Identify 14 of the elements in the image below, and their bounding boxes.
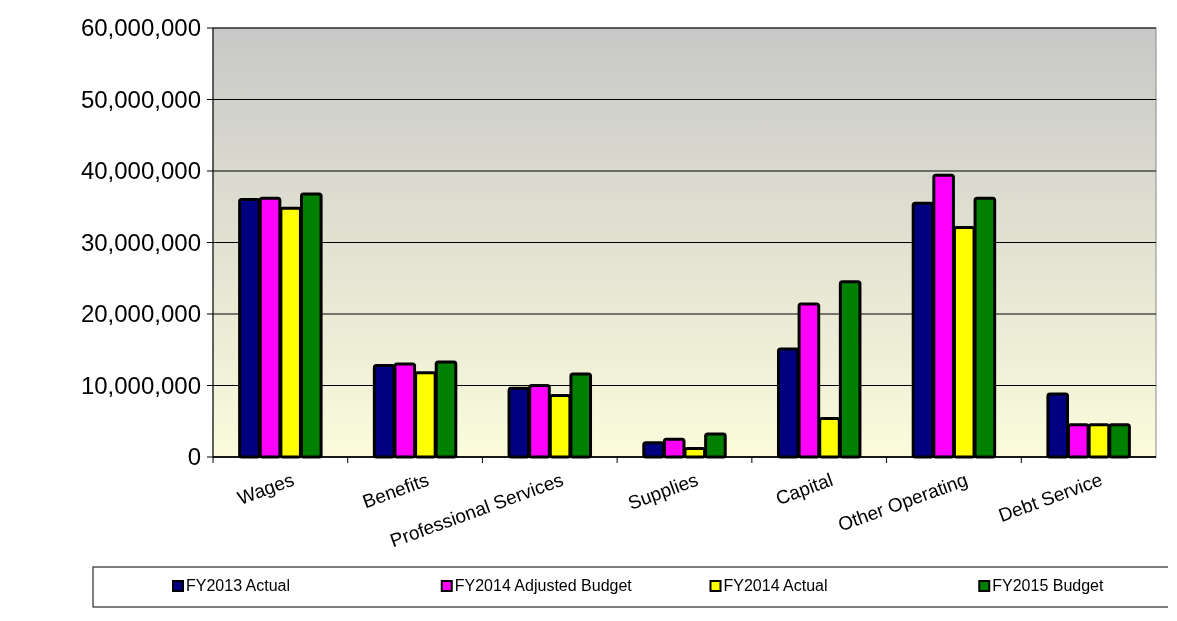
y-tick-label: 40,000,000 xyxy=(80,157,201,185)
legend-label: FY2013 Actual xyxy=(186,577,291,594)
x-tick-label: Wages xyxy=(234,469,297,509)
x-tick-label: Debt Service xyxy=(995,469,1106,526)
y-tick-label: 30,000,000 xyxy=(80,228,201,256)
legend-label: FY2015 Budget xyxy=(992,577,1104,594)
y-tick-label: 60,000,000 xyxy=(80,14,201,42)
y-tick-label: 50,000,000 xyxy=(80,85,201,113)
y-tick-label: 0 xyxy=(187,443,201,471)
x-tick-label: Capital xyxy=(772,469,836,509)
legend-label: FY2014 Actual xyxy=(723,577,828,594)
y-tick-label: 20,000,000 xyxy=(80,300,201,328)
legend-label: FY2014 Adjusted Budget xyxy=(454,577,633,594)
y-tick-label: 10,000,000 xyxy=(80,371,201,399)
